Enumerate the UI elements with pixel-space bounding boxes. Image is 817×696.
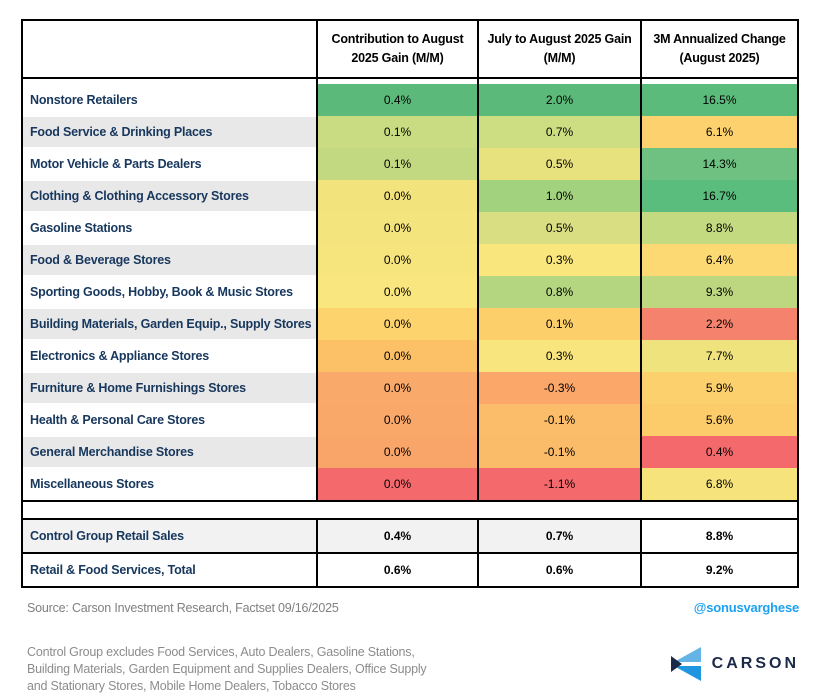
table-row: Food Service & Drinking Places 0.1% 0.7%… (23, 116, 797, 148)
value-cell-3m-annualized: 5.9% (640, 372, 797, 404)
value-cell-3m-annualized: 5.6% (640, 404, 797, 436)
row-label: Miscellaneous Stores (30, 477, 154, 491)
table-row: Electronics & Appliance Stores 0.0% 0.3%… (23, 340, 797, 372)
column-header-cell: Contribution to August 2025 Gain (M/M) (316, 21, 477, 77)
table-row: General Merchandise Stores 0.0% -0.1% 0.… (23, 436, 797, 468)
value-cell-contribution: 0.0% (316, 308, 477, 340)
summary-value-contribution: 0.6% (316, 554, 477, 586)
value-cell-mm-gain: 0.3% (477, 244, 640, 276)
summary-value-mm-gain: 0.7% (477, 520, 640, 552)
value-cell-contribution: 0.0% (316, 212, 477, 244)
row-label: Gasoline Stations (30, 221, 133, 235)
summary-value-3m-annualized: 8.8% (640, 520, 797, 552)
value-cell-contribution: 0.0% (316, 244, 477, 276)
value-cell-3m-annualized: 2.2% (640, 308, 797, 340)
value-cell-contribution: 0.0% (316, 468, 477, 500)
row-label: Food & Beverage Stores (23, 244, 316, 276)
summary-value-contribution: 0.4% (316, 520, 477, 552)
table-row: Health & Personal Care Stores 0.0% -0.1%… (23, 404, 797, 436)
value-cell-contribution: 0.0% (316, 276, 477, 308)
value-cell-mm-gain: 0.7% (477, 116, 640, 148)
row-label: Furniture & Home Furnishings Stores (23, 372, 316, 404)
value-cell-contribution: 0.0% (316, 372, 477, 404)
value-cell-mm-gain: 0.5% (477, 212, 640, 244)
value-cell-contribution: 0.0% (316, 340, 477, 372)
value-cell-3m-annualized: 16.7% (640, 180, 797, 212)
value-cell-3m-annualized: 7.7% (640, 340, 797, 372)
control-group-footnote: Control Group excludes Food Services, Au… (27, 644, 547, 695)
source-row: Source: Carson Investment Research, Fact… (27, 600, 799, 615)
summary-value-3m-annualized: 9.2% (640, 554, 797, 586)
value-cell-3m-annualized: 6.4% (640, 244, 797, 276)
summary-row-label: Retail & Food Services, Total (23, 554, 316, 586)
value-cell-contribution: 0.1% (316, 148, 477, 180)
value-cell-3m-annualized: 14.3% (640, 148, 797, 180)
retail-sales-table: Contribution to August 2025 Gain (M/M) Jul… (21, 19, 799, 588)
column-header-cell: 3M Annualized Change (August 2025) (640, 21, 797, 77)
header-blank-cell (23, 21, 316, 77)
row-label: Nonstore Retailers (30, 93, 138, 107)
row-label: Clothing & Clothing Accessory Stores (23, 180, 316, 212)
value-cell-mm-gain: 0.3% (477, 340, 640, 372)
table-row: Building Materials, Garden Equip., Suppl… (23, 308, 797, 340)
summary-row: Retail & Food Services, Total 0.6% 0.6% … (23, 552, 797, 586)
value-cell-contribution: 0.0% (316, 436, 477, 468)
summary-section: Control Group Retail Sales 0.4% 0.7% 8.8… (23, 520, 797, 586)
carson-logo: CARSON (670, 646, 799, 682)
value-cell-3m-annualized: 9.3% (640, 276, 797, 308)
row-label: Food Service & Drinking Places (23, 116, 316, 148)
value-cell-mm-gain: 2.0% (477, 84, 640, 116)
table-row: Nonstore Retailers 0.4% 2.0% 16.5% (23, 84, 797, 116)
table-row: Sporting Goods, Hobby, Book & Music Stor… (23, 276, 797, 308)
value-cell-mm-gain: 0.5% (477, 148, 640, 180)
footnote-line: Control Group excludes Food Services, Au… (27, 645, 415, 659)
value-cell-3m-annualized: 8.8% (640, 212, 797, 244)
value-cell-contribution: 0.0% (316, 404, 477, 436)
value-cell-mm-gain: -0.1% (477, 436, 640, 468)
section-divider (23, 500, 797, 520)
summary-row: Control Group Retail Sales 0.4% 0.7% 8.8… (23, 520, 797, 552)
table-row: Clothing & Clothing Accessory Stores 0.0… (23, 180, 797, 212)
summary-row-label: Control Group Retail Sales (23, 520, 316, 552)
row-label: Motor Vehicle & Parts Dealers (30, 157, 202, 171)
table-row: Furniture & Home Furnishings Stores 0.0%… (23, 372, 797, 404)
carson-chevron-icon (670, 647, 701, 681)
row-label: General Merchandise Stores (23, 436, 316, 468)
column-header-cell: July to August 2025 Gain (M/M) (477, 21, 640, 77)
value-cell-3m-annualized: 6.8% (640, 468, 797, 500)
value-cell-mm-gain: -0.1% (477, 404, 640, 436)
source-text: Source: Carson Investment Research, Fact… (27, 601, 339, 615)
row-label: Health & Personal Care Stores (30, 413, 205, 427)
value-cell-3m-annualized: 0.4% (640, 436, 797, 468)
table-row: Food & Beverage Stores 0.0% 0.3% 6.4% (23, 244, 797, 276)
value-cell-mm-gain: -1.1% (477, 468, 640, 500)
header-gap-row (23, 79, 797, 84)
value-cell-mm-gain: 1.0% (477, 180, 640, 212)
summary-value-mm-gain: 0.6% (477, 554, 640, 586)
row-label: Sporting Goods, Hobby, Book & Music Stor… (30, 285, 293, 299)
footnote-line: and Stationary Stores, Mobile Home Deale… (27, 679, 356, 693)
value-cell-3m-annualized: 16.5% (640, 84, 797, 116)
value-cell-contribution: 0.0% (316, 180, 477, 212)
value-cell-mm-gain: -0.3% (477, 372, 640, 404)
table-row: Miscellaneous Stores 0.0% -1.1% 6.8% (23, 468, 797, 500)
value-cell-mm-gain: 0.1% (477, 308, 640, 340)
value-cell-contribution: 0.1% (316, 116, 477, 148)
footnote-line: Building Materials, Garden Equipment and… (27, 662, 427, 676)
twitter-handle: @sonusvarghese (693, 600, 799, 615)
table-row: Motor Vehicle & Parts Dealers 0.1% 0.5% … (23, 148, 797, 180)
carson-logo-text: CARSON (711, 655, 799, 672)
row-label: Electronics & Appliance Stores (30, 349, 210, 363)
table-row: Gasoline Stations 0.0% 0.5% 8.8% (23, 212, 797, 244)
value-cell-3m-annualized: 6.1% (640, 116, 797, 148)
table-body: Nonstore Retailers 0.4% 2.0% 16.5% Food … (23, 84, 797, 500)
value-cell-contribution: 0.4% (316, 84, 477, 116)
row-label: Building Materials, Garden Equip., Suppl… (23, 308, 316, 340)
table-header-row: Contribution to August 2025 Gain (M/M) Jul… (23, 21, 797, 79)
value-cell-mm-gain: 0.8% (477, 276, 640, 308)
